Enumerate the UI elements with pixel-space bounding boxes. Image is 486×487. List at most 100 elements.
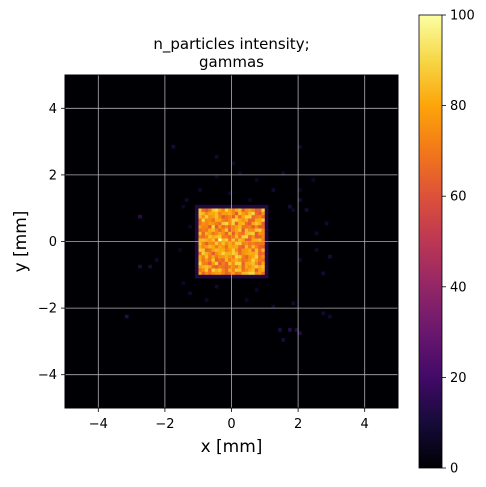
heatmap-cell [244, 221, 249, 226]
heatmap-cell [204, 238, 209, 242]
heatmap-cell [198, 214, 202, 219]
heatmap-cell [208, 244, 212, 249]
heatmap-cell [321, 311, 326, 316]
heatmap-cell [214, 238, 219, 242]
heatmap-cell [218, 238, 222, 242]
heatmap-cell [254, 264, 259, 269]
heatmap-cells [124, 144, 332, 342]
heatmap-cell [251, 204, 256, 209]
heatmap-cell [238, 214, 242, 219]
heatmap-cell [224, 274, 229, 279]
heatmap-cell [218, 218, 222, 222]
heatmap-cell [248, 214, 252, 219]
heatmap-cell [241, 258, 246, 262]
heatmap-cell [224, 244, 229, 249]
heatmap-cell [208, 211, 212, 216]
heatmap-cell [208, 254, 212, 259]
heatmap-cell [211, 264, 216, 269]
heatmap-cell [221, 234, 226, 239]
heatmap-cell [214, 154, 219, 159]
y-axis-ticks: −4 −2 0 2 4 [38, 102, 65, 383]
heatmap-cell [208, 231, 212, 236]
heatmap-cell [244, 258, 249, 262]
heatmap-cell [238, 224, 242, 229]
heatmap-cell [251, 251, 256, 256]
heatmap-cell [328, 314, 332, 319]
heatmap-cell [224, 204, 229, 209]
heatmap-cell [248, 204, 252, 209]
heatmap-cell [218, 271, 222, 276]
heatmap-cell [221, 214, 226, 219]
heatmap-cell [261, 214, 266, 219]
x-tick-label: 0 [227, 417, 235, 432]
heatmap-cell [238, 238, 242, 242]
heatmap-cell [221, 254, 226, 259]
heatmap-cell [254, 178, 259, 182]
heatmap-cell [258, 228, 262, 232]
heatmap-cell [261, 261, 266, 266]
heatmap-cell [231, 268, 236, 272]
heatmap-cell [251, 218, 256, 222]
colorbar-tick-label: 20 [450, 371, 467, 386]
heatmap-cell [238, 244, 242, 249]
heatmap-cell [264, 271, 269, 276]
heatmap-cell [194, 264, 199, 269]
heatmap-cell [211, 254, 216, 259]
heatmap-cell [261, 238, 266, 242]
heatmap-cell [181, 281, 186, 286]
heatmap-cell [211, 261, 216, 266]
heatmap-cell [241, 208, 246, 212]
heatmap-cell [198, 238, 202, 242]
heatmap-cell [211, 251, 216, 256]
heatmap-cell [231, 251, 236, 256]
heatmap-cell [244, 261, 249, 266]
heatmap-cell [264, 261, 269, 266]
heatmap-cell [194, 224, 199, 229]
heatmap-cell [251, 211, 256, 216]
heatmap-cell [234, 258, 239, 262]
heatmap-cell [214, 204, 219, 209]
heatmap-cell [218, 211, 222, 216]
heatmap-cell [124, 314, 129, 319]
chart-title-line-2: gammas [199, 53, 264, 71]
heatmap-cell [224, 241, 229, 246]
heatmap-cell [264, 204, 269, 209]
heatmap-cell [254, 204, 259, 209]
heatmap-cell [238, 241, 242, 246]
heatmap-cell [201, 268, 206, 272]
heatmap-cell [254, 224, 259, 229]
heatmap-cell [248, 218, 252, 222]
heatmap-cell [221, 244, 226, 249]
heatmap-cell [234, 224, 239, 229]
heatmap-cell [194, 208, 199, 212]
heatmap-cell [248, 244, 252, 249]
heatmap-cell [204, 208, 209, 212]
heatmap-cell [264, 238, 269, 242]
chart-title: n_particles intensity; gammas [153, 35, 309, 71]
heatmap-cell [251, 254, 256, 259]
heatmap-cell [218, 234, 222, 239]
heatmap-cell [251, 234, 256, 239]
heatmap-cell [198, 228, 202, 232]
heatmap-cell [214, 261, 219, 266]
heatmap-cell [224, 271, 229, 276]
heatmap-cell [248, 198, 252, 202]
x-axis-label: x [mm] [201, 437, 263, 457]
heatmap-cell [228, 234, 232, 239]
heatmap-cell [214, 251, 219, 256]
heatmap-cell [248, 261, 252, 266]
heatmap-cell [238, 218, 242, 222]
heatmap-cell [194, 244, 199, 249]
heatmap-cell [258, 261, 262, 266]
heatmap-cell [204, 258, 209, 262]
heatmap-cell [194, 214, 199, 219]
heatmap-cell [264, 228, 269, 232]
heatmap-cell [234, 238, 239, 242]
heatmap-cell [241, 224, 246, 229]
heatmap-cell [208, 264, 212, 269]
heatmap-cell [271, 188, 276, 192]
heatmap-cell [261, 251, 266, 256]
heatmap-cell [221, 224, 226, 229]
heatmap-cell [298, 258, 302, 262]
